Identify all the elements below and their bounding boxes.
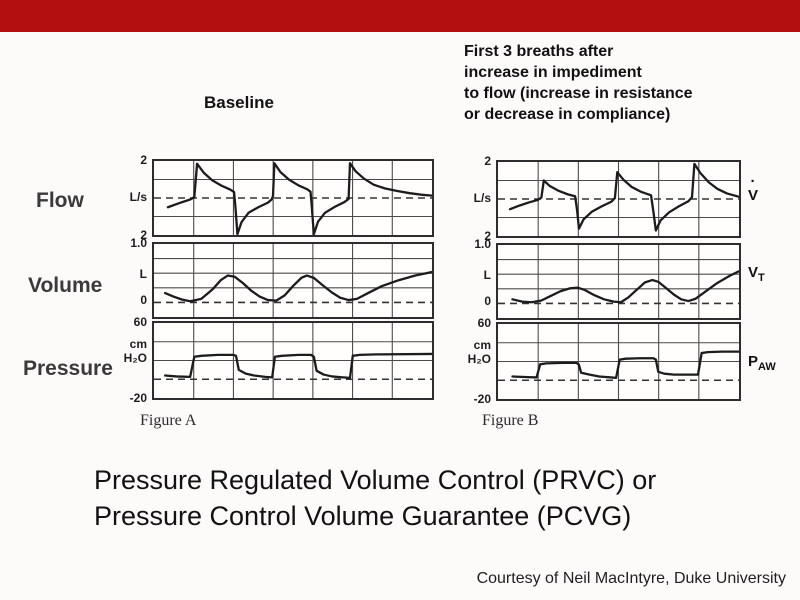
volume-unit-label: L <box>483 267 491 282</box>
impediment-heading-line2: increase in impediment <box>464 64 642 81</box>
flow-ymax-label: 2 <box>140 153 147 167</box>
pressure-symbol-base: P <box>748 352 759 370</box>
impediment-volume-waveform <box>498 245 739 318</box>
impediment-heading-line1: First 3 breaths after <box>464 43 614 60</box>
impediment-pressure-waveform <box>498 324 739 399</box>
baseline-heading: Baseline <box>204 93 274 112</box>
baseline-volume-panel: 1.0 L 0 <box>130 237 434 319</box>
flow-ymax-label: 2 <box>484 154 491 168</box>
baseline-pressure-waveform <box>154 323 432 398</box>
attribution-text: Courtesy of Neil MacIntyre, Duke Univers… <box>476 570 786 587</box>
flow-unit-label: L/s <box>129 190 147 204</box>
pressure-unit-label-cm: cm <box>129 337 147 351</box>
pressure-trace-symbol: PAW <box>748 353 776 373</box>
slide-title-line2: Pressure Control Volume Guarantee (PCVG) <box>94 501 632 531</box>
volume-zero-label: 0 <box>140 292 147 307</box>
flow-ymin-label: 2 <box>484 229 491 243</box>
impediment-heading-line3: to flow (increase in resistance <box>464 85 693 102</box>
flow-symbol-base: V <box>748 187 759 205</box>
impediment-heading: First 3 breaths after increase in impedi… <box>464 41 693 125</box>
volume-unit-label: L <box>139 266 147 281</box>
baseline-pressure-panel: 60 cm H₂O -20 <box>124 316 434 405</box>
baseline-flow-panel: 2 L/s 2 <box>130 154 434 242</box>
volume-ymax-label: 1.0 <box>130 236 147 250</box>
pressure-unit-label-h2o: H₂O <box>123 351 147 366</box>
flow-trace-symbol: · V <box>748 174 759 205</box>
pressure-unit-label-cm: cm <box>473 338 491 352</box>
volume-row-label: Volume <box>28 274 103 297</box>
figure-b-label: Figure B <box>482 412 539 429</box>
impediment-pressure-panel: 60 cm H₂O -20 PAW <box>468 317 776 406</box>
slide-title: Pressure Regulated Volume Control (PRVC)… <box>94 462 656 534</box>
pressure-unit-label-h2o: H₂O <box>467 352 491 367</box>
volume-zero-label: 0 <box>484 293 491 308</box>
accent-bar <box>0 0 800 32</box>
figure-a-label: Figure A <box>140 412 197 429</box>
slide-title-line1: Pressure Regulated Volume Control (PRVC)… <box>94 465 657 495</box>
baseline-flow-waveform <box>154 161 432 235</box>
pressure-symbol-sub: AW <box>758 360 776 373</box>
impediment-volume-panel: 1.0 L 0 VT <box>474 238 765 320</box>
impediment-flow-waveform <box>498 162 739 236</box>
volume-trace-symbol: VT <box>748 264 765 284</box>
pressure-row-label: Pressure <box>23 357 113 380</box>
flow-row-label: Flow <box>36 189 84 212</box>
impediment-heading-line4: or decrease in compliance) <box>464 106 671 123</box>
pressure-ymin-label: -20 <box>129 391 147 405</box>
flow-overdot: · <box>750 173 756 191</box>
volume-ymax-label: 1.0 <box>474 237 491 251</box>
flow-unit-label: L/s <box>473 191 491 205</box>
pressure-ymax-label: 60 <box>133 315 147 329</box>
volume-symbol-sub: T <box>758 271 765 284</box>
impediment-flow-panel: 2 L/s 2 · V <box>474 155 758 243</box>
flow-ymin-label: 2 <box>140 228 147 242</box>
pressure-ymin-label: -20 <box>473 392 491 406</box>
pressure-ymax-label: 60 <box>477 316 491 330</box>
baseline-volume-waveform <box>154 244 432 317</box>
volume-symbol-base: V <box>748 263 759 281</box>
